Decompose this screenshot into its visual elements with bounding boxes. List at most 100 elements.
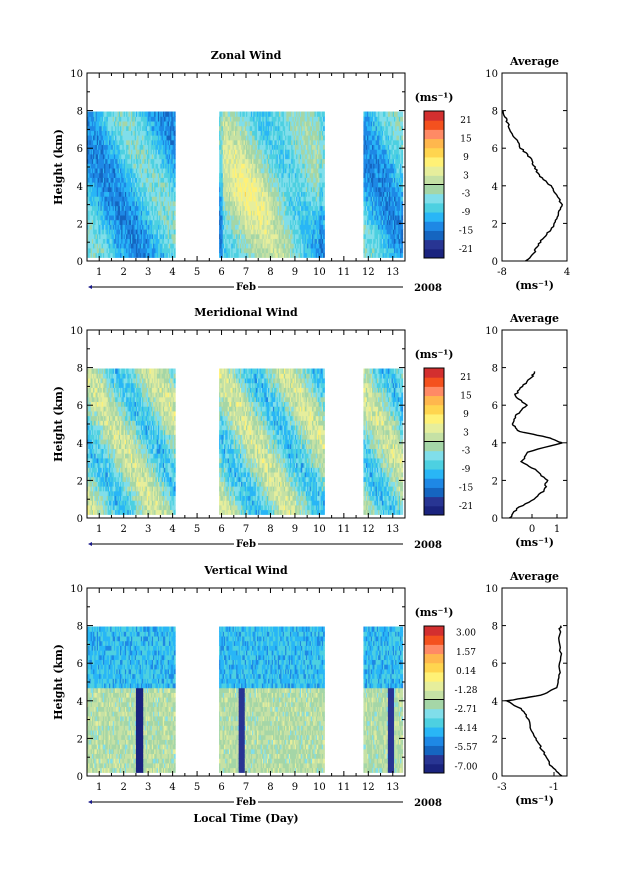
colorbar-cell (424, 185, 444, 195)
x-tick-label: 1 (96, 782, 102, 793)
colorbar-tick-label: 15 (460, 392, 472, 402)
colorbar-cell (424, 745, 444, 755)
month-label: Feb (236, 539, 256, 550)
colorbar-tick-label: 3 (463, 428, 469, 438)
y-tick-label: 6 (77, 659, 83, 670)
colorbar-tick-label: 21 (460, 373, 471, 383)
y-tick-label: 4 (77, 697, 83, 708)
colorbar-cell (424, 212, 444, 222)
colorbar-cell (424, 451, 444, 461)
x-tick-label: 7 (243, 782, 249, 793)
colorbar-tick-label: 15 (460, 135, 472, 145)
x-tick-label: 7 (243, 267, 249, 278)
colorbar-cell (424, 506, 444, 516)
x-tick-label: 8 (267, 267, 273, 278)
x-tick-label: 4 (169, 524, 175, 535)
average-frame (502, 588, 567, 776)
colorbar-tick-label: -21 (459, 245, 474, 255)
month-arrow-icon (88, 542, 92, 546)
colorbar-tick-label: 3.00 (456, 629, 476, 639)
colorbar-tick-label: -4.14 (454, 724, 477, 734)
colorbar-cell (424, 111, 444, 121)
colorbar-cell (424, 414, 444, 424)
y-axis-label: Height (km) (52, 644, 65, 720)
colorbar-cell (424, 681, 444, 691)
y-tick-label: 2 (77, 219, 83, 230)
colorbar-cell (424, 175, 444, 185)
y-axis-label: Height (km) (52, 386, 65, 462)
x-tick-label: 7 (243, 524, 249, 535)
x-tick-label: 4 (169, 782, 175, 793)
avg-y-tick-label: 10 (485, 584, 498, 595)
y-tick-label: 6 (77, 144, 83, 155)
colorbar-cell (424, 478, 444, 488)
avg-y-tick-label: 4 (492, 439, 498, 450)
colorbar-cell (424, 690, 444, 700)
y-tick-label: 0 (77, 772, 83, 783)
x-tick-label: 13 (386, 782, 399, 793)
colorbar-cell (424, 386, 444, 396)
colorbar-cell (424, 460, 444, 470)
colorbar-cell (424, 709, 444, 719)
colorbar-tick-label: 21 (460, 116, 471, 126)
colorbar-cell (424, 368, 444, 378)
avg-x-tick-label: -8 (497, 267, 507, 278)
x-tick-label: 4 (169, 267, 175, 278)
colorbar-cell (424, 194, 444, 204)
y-tick-label: 4 (77, 439, 83, 450)
x-tick-label: 10 (313, 524, 326, 535)
x-tick-label: 5 (194, 524, 200, 535)
colorbar-cell (424, 240, 444, 250)
colorbar-tick-label: 1.57 (456, 648, 476, 658)
y-tick-label: 10 (70, 584, 83, 595)
y-tick-label: 10 (70, 69, 83, 80)
avg-x-axis-label: (ms⁻¹) (515, 794, 554, 807)
colorbar-cell (424, 497, 444, 507)
colorbar-cell (424, 230, 444, 240)
y-tick-label: 8 (77, 622, 83, 633)
colorbar-tick-label: -9 (462, 465, 471, 475)
avg-x-tick-label: 0 (529, 524, 535, 535)
colorbar-cell (424, 736, 444, 746)
colorbar-tick-label: -21 (459, 502, 474, 512)
y-tick-label: 0 (77, 514, 83, 525)
month-label: Feb (236, 282, 256, 293)
colorbar-cell (424, 221, 444, 231)
y-tick-label: 6 (77, 401, 83, 412)
colorbar-cell (424, 157, 444, 167)
x-tick-label: 2 (121, 782, 127, 793)
wind-figure: Zonal Wind02468101 2 3 4 5 6 7 8 9 10 11 12 13Feb 200… (0, 0, 618, 876)
x-tick-label: 11 (337, 782, 350, 793)
x-tick-label: 6 (218, 267, 224, 278)
avg-y-tick-label: 4 (492, 182, 498, 193)
y-tick-label: 8 (77, 107, 83, 118)
heatmap-field (87, 369, 403, 515)
colorbar-cell (424, 139, 444, 149)
colorbar-tick-label: -9 (462, 208, 471, 218)
panel-title: Vertical Wind (203, 564, 288, 577)
colorbar-cell (424, 396, 444, 406)
colorbar-cell (424, 626, 444, 636)
month-arrow-icon (88, 285, 92, 289)
x-tick-label: 9 (292, 524, 298, 535)
colorbar-unit-label: (ms⁻¹) (415, 91, 454, 104)
colorbar-cell (424, 487, 444, 497)
y-tick-label: 8 (77, 364, 83, 375)
colorbar-tick-label: -7.00 (454, 762, 477, 772)
avg-y-tick-label: 8 (492, 107, 498, 118)
x-tick-label: 11 (337, 267, 350, 278)
colorbar-cell (424, 644, 444, 654)
colorbar-cell (424, 405, 444, 415)
x-tick-label: 6 (218, 782, 224, 793)
colorbar-cell (424, 249, 444, 259)
colorbar-cell (424, 755, 444, 765)
x-tick-label: 3 (145, 524, 151, 535)
x-tick-label: 2 (121, 524, 127, 535)
colorbar-cell (424, 166, 444, 176)
year-label: 2008 (414, 283, 442, 294)
x-tick-label: 13 (386, 267, 399, 278)
avg-x-axis-label: (ms⁻¹) (515, 279, 554, 292)
x-tick-label: 3 (145, 267, 151, 278)
